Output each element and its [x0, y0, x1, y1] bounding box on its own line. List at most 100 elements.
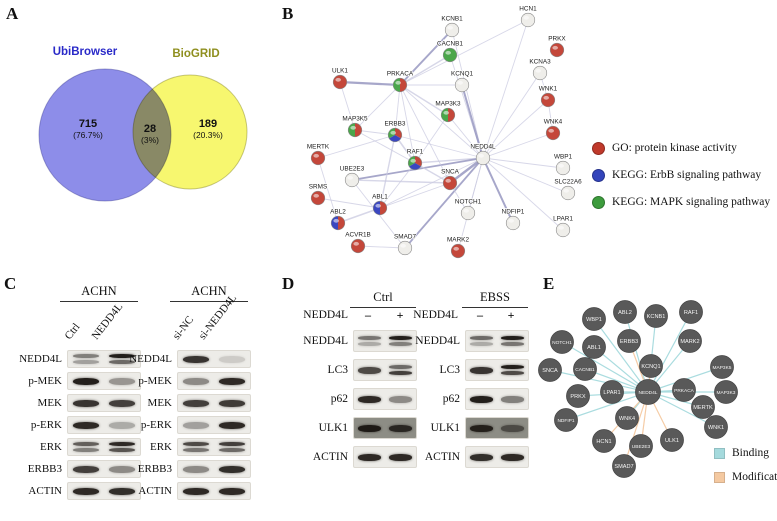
panel-letter-b: B	[282, 4, 294, 23]
network-node-MAP3K5: MAP3K5	[342, 115, 369, 138]
node-sheen	[508, 218, 514, 223]
network-node-ERBB3: ERBB3	[617, 329, 641, 353]
network-edge	[482, 19, 529, 159]
network-node-WBP1: WBP1	[582, 307, 606, 331]
network-node-label: WBP1	[554, 154, 573, 161]
network-node-RAF1: RAF1	[406, 148, 424, 171]
network-node-label: HCN1	[519, 6, 537, 13]
node-rim	[532, 65, 548, 81]
venn-left-count-value: 715	[78, 118, 98, 130]
blot-lane	[214, 483, 250, 499]
network-edge	[399, 54, 451, 86]
blot-row-label: ACTIN	[138, 485, 172, 497]
blot-lane	[178, 417, 214, 433]
ppi-network-string: KCNB1 HCN1 PRKX CACNB1 KCNA3 ULK1 PRKACA KCNQ1 W…	[306, 5, 583, 259]
network-node-KCNB1: KCNB1	[644, 304, 668, 328]
network-node-ACVR1B: ACVR1B	[344, 231, 372, 254]
node-rim	[332, 74, 348, 90]
node-sheen	[333, 218, 339, 223]
legend-item-mapk: KEGG: MAPK signaling pathway	[592, 195, 776, 210]
lane-label-nedd4l: NEDD4L	[89, 300, 126, 342]
network-edge	[379, 182, 451, 209]
blot-lane	[385, 331, 416, 351]
blot-box	[353, 388, 417, 410]
network-node-KCNQ1: KCNQ1	[450, 70, 474, 93]
condition-plus: +	[396, 308, 404, 322]
network-edge	[399, 29, 453, 86]
network-node-label: RAF1	[684, 310, 698, 316]
network-node-label: NEDD4L	[470, 144, 496, 151]
protein-band	[470, 336, 493, 340]
blot-header-rule	[350, 307, 416, 308]
node-fill	[629, 434, 653, 458]
blot-row: NEDD4L	[290, 330, 417, 352]
blot-box	[67, 372, 141, 390]
venn-right-title: BioGRID	[172, 48, 220, 60]
node-fill	[582, 335, 606, 359]
network-node-PRKACA: PRKACA	[386, 70, 415, 93]
blot-row-label: NEDD4L	[19, 353, 62, 365]
blot-lane	[104, 373, 140, 389]
protein-band	[109, 377, 135, 385]
network-node-label: PRKACA	[387, 71, 414, 78]
blot-row: ACTIN	[290, 446, 417, 468]
node-sheen	[558, 225, 564, 230]
node-sheen	[390, 130, 396, 135]
protein-band	[109, 360, 135, 364]
blot-row: LC3	[402, 359, 529, 381]
network-node-label: ACVR1B	[345, 232, 371, 239]
network-edge	[482, 157, 564, 169]
network-edge	[399, 84, 484, 159]
network-node-CACNB1: CACNB1	[573, 357, 597, 381]
blot-box	[465, 388, 529, 410]
venn-left-count: 715 (76.7%)	[58, 118, 118, 140]
protein-band	[389, 336, 412, 340]
network-edge	[482, 132, 554, 159]
blot-lane	[104, 395, 140, 411]
interaction-edge-binding	[624, 311, 649, 393]
venn-circle-right	[132, 74, 248, 190]
network-node-MARK2: MARK2	[446, 236, 470, 259]
blot-row-label: ERBB3	[137, 463, 172, 475]
blot-box	[177, 350, 251, 368]
protein-band	[73, 377, 99, 385]
network-node-label: PRKX	[548, 36, 566, 43]
blot-box	[67, 416, 141, 434]
node-sheen	[457, 80, 463, 85]
protein-band	[501, 371, 524, 375]
blot-header-rule	[462, 307, 528, 308]
node-sheen	[445, 178, 451, 183]
node-rim	[310, 150, 326, 166]
blot-row: ERBB3	[116, 460, 251, 478]
blot-lane	[178, 351, 214, 367]
network-node-WNK4: WNK4	[615, 406, 639, 430]
blot-lane	[497, 447, 528, 467]
network-node-label: ABL2	[330, 209, 346, 216]
blot-box	[177, 482, 251, 500]
network-node-label: SLC22A6	[554, 179, 582, 186]
network-node-KCNA3: KCNA3	[529, 58, 552, 81]
venn-left-count-pct: (76.7%)	[73, 130, 103, 140]
protein-band	[219, 448, 245, 452]
venn-diagram	[38, 68, 248, 202]
node-sheen	[400, 243, 406, 248]
panel-letter-c: C	[4, 274, 17, 293]
node-rim	[407, 155, 423, 171]
network-edge	[317, 134, 396, 159]
network-edge	[339, 81, 356, 131]
node-fill	[550, 330, 574, 354]
protein-band	[73, 448, 99, 452]
node-sheen	[523, 15, 529, 20]
blot-lane	[354, 331, 385, 351]
blot-row-label: ERBB3	[27, 463, 62, 475]
blot-lane	[178, 373, 214, 389]
network-node-KCNQ1: KCNQ1	[639, 354, 663, 378]
protein-band	[358, 453, 381, 461]
blot-lane	[214, 417, 250, 433]
node-sheen	[313, 193, 319, 198]
blot-box	[465, 359, 529, 381]
protein-band	[73, 421, 99, 429]
protein-band	[219, 421, 245, 429]
blot-row: ACTIN	[116, 482, 251, 500]
protein-band	[389, 395, 412, 403]
